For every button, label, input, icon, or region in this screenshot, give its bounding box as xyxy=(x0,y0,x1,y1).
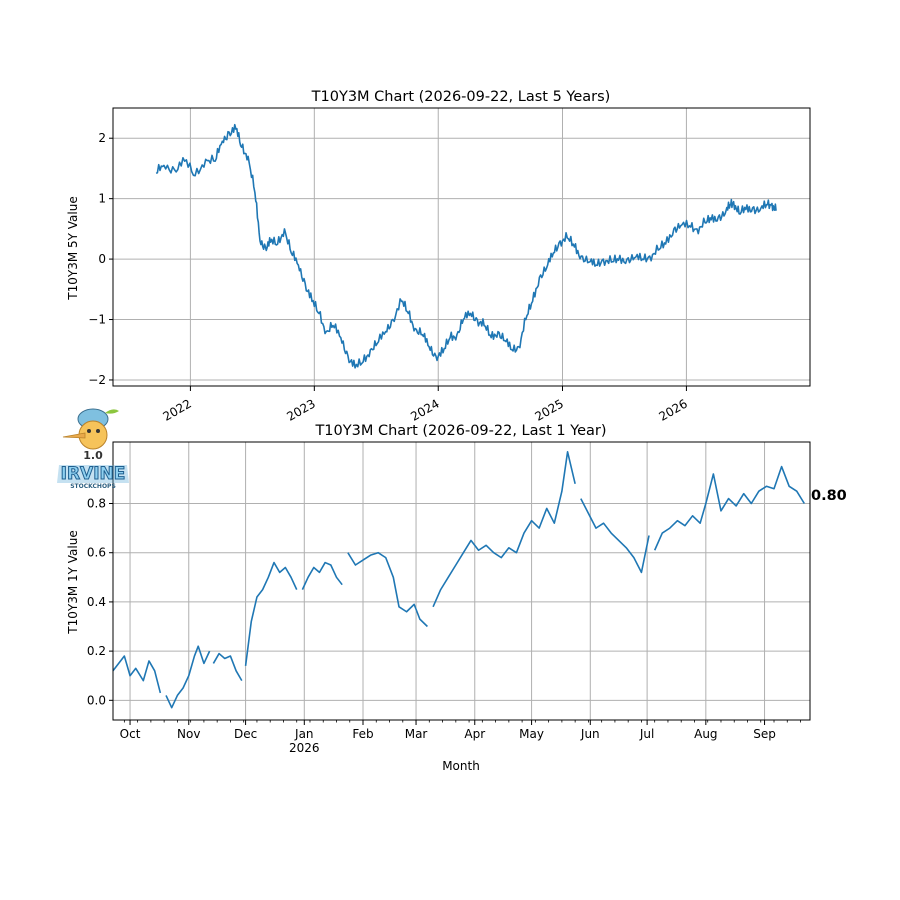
x-tick-label: Mar xyxy=(405,727,428,741)
series-segment xyxy=(112,655,162,694)
grid-5y xyxy=(113,108,810,386)
x-tick-label: 2023 xyxy=(284,396,317,423)
logo-brand: IRVINE xyxy=(61,464,126,484)
x-tick-label: 2024 xyxy=(408,396,441,423)
grid-1y xyxy=(113,442,810,720)
y-axis-label-1y: T10Y3M 1Y Value xyxy=(66,530,80,634)
x-tick-label: Feb xyxy=(352,727,373,741)
series-line-5y xyxy=(155,123,777,369)
series-line-1y xyxy=(112,451,806,709)
y-tick-label: 0.8 xyxy=(87,497,106,511)
chart-title-5y: T10Y3M Chart (2026-09-22, Last 5 Years) xyxy=(311,89,611,105)
irvine-stockchops-logo: 1.0 IRVINE STOCKCHOPS xyxy=(57,408,129,490)
x-tick-label: 2025 xyxy=(533,396,566,423)
pinocchio-mascot-icon xyxy=(62,408,119,450)
series-segment xyxy=(580,498,650,574)
x-tick-label: 2026 xyxy=(656,396,689,423)
logo-version: 1.0 xyxy=(83,449,103,462)
y-axis-label-5y: T10Y3M 5Y Value xyxy=(66,196,80,300)
x-tick-label: Aug xyxy=(694,727,717,741)
x-tick-label: Oct xyxy=(120,727,141,741)
y-tick-label: 1 xyxy=(98,192,106,206)
y-tick-label: 0.4 xyxy=(87,595,106,609)
series-segment xyxy=(155,123,777,369)
series-segment xyxy=(653,465,806,551)
x-tick-label: Apr xyxy=(464,727,485,741)
x-axis-label-1y: Month xyxy=(442,759,480,773)
x-tick-year-label: 2026 xyxy=(289,741,320,755)
last-value-label: 0.80 xyxy=(811,488,847,504)
y-tick-label: 2 xyxy=(98,131,106,145)
y-tick-label: −2 xyxy=(88,373,106,387)
x-tick-label: Nov xyxy=(177,727,200,741)
series-segment xyxy=(165,645,211,709)
x-tick-label: 2022 xyxy=(160,396,193,423)
x-tick-label: Dec xyxy=(234,727,257,741)
chart-1-year: T10Y3M Chart (2026-09-22, Last 1 Year) T… xyxy=(66,423,847,773)
x-tick-label: May xyxy=(519,727,544,741)
chart-title-1y: T10Y3M Chart (2026-09-22, Last 1 Year) xyxy=(314,423,606,439)
chart-5-year: T10Y3M Chart (2026-09-22, Last 5 Years) … xyxy=(66,89,811,424)
y-tick-label: 0.2 xyxy=(87,644,106,658)
plot-frame-5y xyxy=(112,107,811,387)
y-tick-label: −1 xyxy=(88,313,106,327)
series-segment xyxy=(244,561,298,666)
x-tick-label: Jan xyxy=(294,727,314,741)
y-tick-label: 0.0 xyxy=(87,693,106,707)
y-tick-label: 0.6 xyxy=(87,546,106,560)
series-segment xyxy=(432,451,576,608)
x-tick-label: Jul xyxy=(639,727,654,741)
series-segment xyxy=(347,551,428,628)
x-tick-label: Sep xyxy=(753,727,776,741)
series-segment xyxy=(212,652,243,682)
logo-tagline: STOCKCHOPS xyxy=(70,483,116,490)
y-tick-label: 0 xyxy=(98,252,106,266)
plot-frame-1y xyxy=(112,441,811,721)
x-tick-label: Jun xyxy=(580,727,600,741)
series-segment xyxy=(301,561,343,590)
